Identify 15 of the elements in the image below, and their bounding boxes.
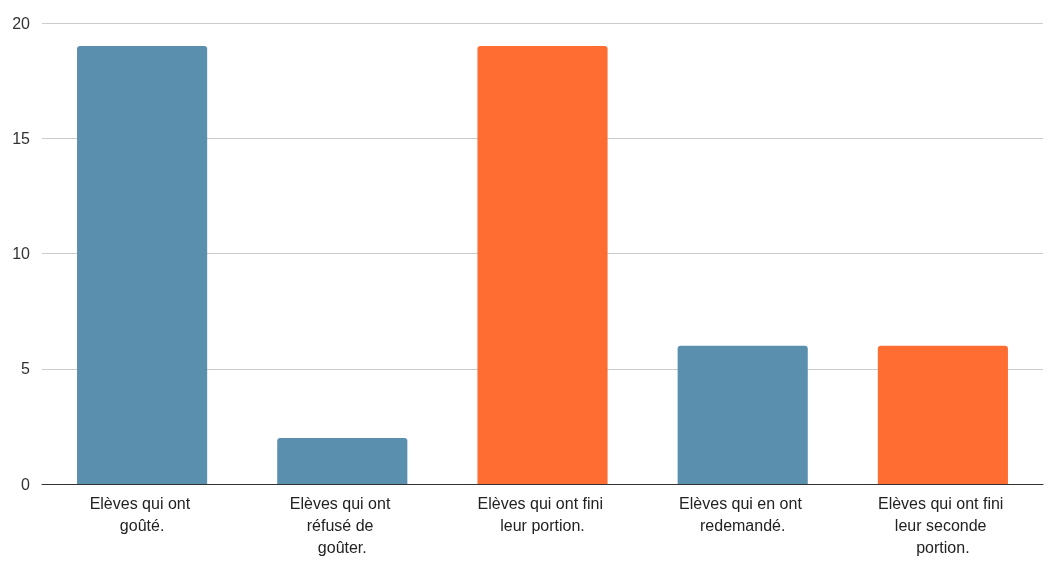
x-tick-label: Elèves qui ont fini leur portion. [477,494,608,534]
bar [77,46,208,484]
bar [277,437,408,484]
y-tick-label: 10 [12,245,31,262]
bar [877,345,1008,484]
bar [677,345,808,484]
x-tick-label: Elèves qui en ont redemandé. [679,494,807,534]
x-tick-label: Elèves qui ont fini leur seconde portion. [877,494,1008,556]
x-tick-label: Elèves qui ont goûté. [89,494,195,534]
y-tick-label: 5 [21,360,31,378]
bar [477,46,608,484]
y-tick-label: 0 [21,475,31,493]
x-tick-label: Elèves qui ont réfusé de goûter. [289,494,395,556]
y-tick-label: 20 [12,14,31,32]
y-tick-label: 15 [12,129,31,147]
